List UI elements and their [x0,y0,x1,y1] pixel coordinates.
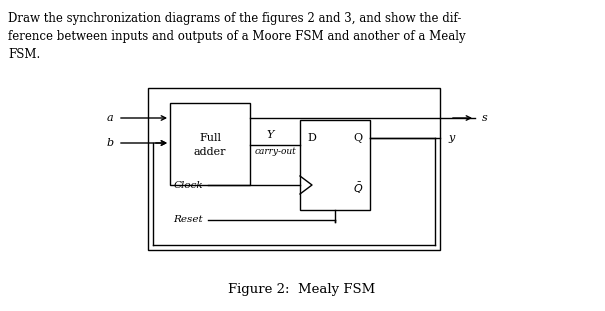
Text: carry-out: carry-out [254,146,296,156]
Text: Clock: Clock [174,180,203,189]
Text: adder: adder [194,147,226,157]
Text: Draw the synchronization diagrams of the figures 2 and 3, and show the dif-: Draw the synchronization diagrams of the… [8,12,462,25]
Bar [148,88,440,250]
Text: Y: Y [266,130,273,140]
Text: Figure 2:  Mealy FSM: Figure 2: Mealy FSM [228,284,376,296]
Text: D: D [307,133,316,143]
Text: a: a [106,113,113,123]
Text: Q: Q [353,133,362,143]
Text: FSM.: FSM. [8,48,41,61]
Text: $\bar{Q}$: $\bar{Q}$ [353,180,363,196]
Text: Full: Full [199,133,221,143]
Text: s: s [482,113,488,123]
Text: b: b [106,138,114,148]
Bar [300,120,370,210]
Text: Reset: Reset [174,216,203,225]
Bar [170,103,250,185]
Text: y: y [449,133,455,143]
Text: ference between inputs and outputs of a Moore FSM and another of a Mealy: ference between inputs and outputs of a … [8,30,466,43]
